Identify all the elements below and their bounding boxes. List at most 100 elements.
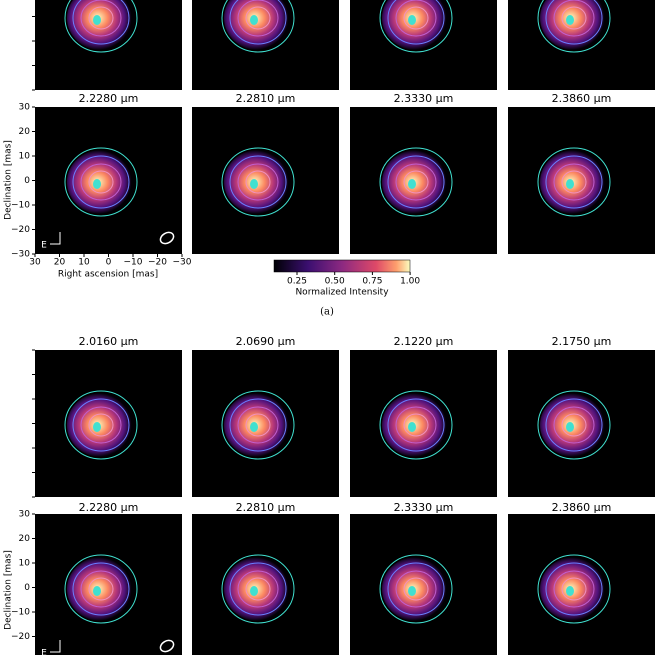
contour (553, 163, 595, 201)
contour (545, 155, 603, 209)
contour (229, 155, 287, 209)
peak (408, 15, 416, 25)
peak (566, 422, 574, 432)
y-axis-label: Declination [mas] (4, 550, 14, 630)
contour (537, 554, 611, 624)
x-axis-label: Right ascension [mas] (58, 270, 158, 280)
y-tick-label: 30 (19, 103, 31, 113)
y-tick-label: 0 (24, 176, 30, 186)
contour (245, 170, 271, 194)
y-tick-label: −20 (11, 225, 30, 235)
peak (93, 15, 101, 25)
intensity-blob (540, 393, 608, 457)
intensity-blob (224, 0, 292, 50)
contour (553, 570, 595, 608)
contour (72, 398, 130, 452)
contour (561, 6, 587, 30)
panel-title: 2.3860 μm (552, 501, 612, 514)
intensity-blob (382, 393, 450, 457)
peak (566, 15, 574, 25)
panel-title: 2.1220 μm (394, 335, 454, 348)
contour (387, 398, 445, 452)
compass (50, 640, 61, 653)
contour (64, 0, 138, 53)
peak (93, 422, 101, 432)
contour (80, 570, 122, 608)
intensity-blob (67, 557, 135, 621)
contour (561, 170, 587, 194)
contour (88, 413, 114, 437)
intensity-blob (540, 0, 608, 50)
contour (237, 406, 279, 444)
intensity-blob (224, 150, 292, 214)
contour (88, 577, 114, 601)
panel-title: 2.2810 μm (236, 92, 296, 105)
contour (221, 147, 295, 217)
contour (545, 398, 603, 452)
contour (229, 398, 287, 452)
peak (566, 179, 574, 189)
contour (561, 577, 587, 601)
compass-east: E (41, 649, 47, 655)
contour (64, 390, 138, 460)
contour (64, 147, 138, 217)
contour (537, 147, 611, 217)
x-tick-label: 0 (106, 258, 112, 268)
colorbar-tick-label: 0.50 (325, 277, 345, 287)
contour (403, 413, 429, 437)
contour (537, 0, 611, 53)
y-tick-label: 0 (24, 583, 30, 593)
contour (80, 163, 122, 201)
panel-title: 2.0160 μm (79, 335, 139, 348)
contour (403, 577, 429, 601)
y-tick-label: 20 (19, 127, 31, 137)
contour (237, 570, 279, 608)
contour (245, 413, 271, 437)
contour (221, 554, 295, 624)
intensity-blob (540, 150, 608, 214)
x-tick-label: 20 (54, 258, 66, 268)
intensity-blob (382, 150, 450, 214)
contour (395, 0, 437, 37)
contour (403, 170, 429, 194)
contour (237, 163, 279, 201)
colorbar-tick-label: 0.75 (362, 277, 382, 287)
intensity-blob (224, 393, 292, 457)
x-tick-label: −30 (173, 258, 192, 268)
contour (88, 6, 114, 30)
contour (403, 6, 429, 30)
panel-title: 2.0690 μm (236, 335, 296, 348)
panel-title: 2.2280 μm (79, 501, 139, 514)
panel-title: 2.3330 μm (394, 501, 454, 514)
contour (553, 0, 595, 37)
contour (80, 0, 122, 37)
contour (245, 6, 271, 30)
contour (379, 147, 453, 217)
beam (159, 639, 175, 653)
contour (237, 0, 279, 37)
beam (159, 231, 175, 245)
peak (408, 179, 416, 189)
contour (379, 554, 453, 624)
contour (395, 570, 437, 608)
contour (537, 390, 611, 460)
colorbar-label: Normalized Intensity (295, 288, 389, 298)
contour (221, 0, 295, 53)
peak (250, 179, 258, 189)
y-tick-label: 20 (19, 534, 31, 544)
intensity-blob (67, 0, 135, 50)
colorbar (273, 259, 411, 273)
intensity-blob (382, 557, 450, 621)
contour (561, 413, 587, 437)
contour (395, 163, 437, 201)
contour (72, 0, 130, 45)
y-tick-label: −30 (11, 250, 30, 260)
contour (72, 155, 130, 209)
y-tick-label: −10 (11, 608, 30, 618)
intensity-blob (540, 557, 608, 621)
y-tick-label: −20 (11, 632, 30, 642)
contour (379, 390, 453, 460)
peak (250, 15, 258, 25)
colorbar-tick-label: 0.25 (287, 277, 307, 287)
